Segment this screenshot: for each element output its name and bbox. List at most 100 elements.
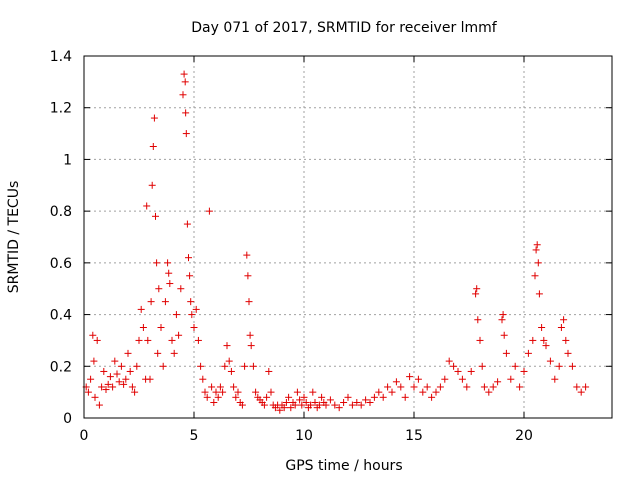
data-point <box>216 383 224 391</box>
data-point <box>335 404 343 412</box>
data-point <box>230 383 238 391</box>
data-point <box>238 401 246 409</box>
data-point <box>157 324 165 331</box>
data-point <box>144 336 152 344</box>
data-point <box>291 401 299 409</box>
data-point <box>177 285 185 293</box>
data-point <box>502 349 510 357</box>
data-point <box>582 383 590 391</box>
data-point <box>245 298 253 306</box>
y-axis-label: SRMTID / TECUs <box>6 181 22 294</box>
data-point <box>474 316 482 324</box>
data-point <box>353 398 361 406</box>
data-point <box>182 109 190 117</box>
data-point <box>392 378 400 386</box>
data-point <box>147 298 155 306</box>
data-point <box>212 388 220 396</box>
data-point <box>568 362 576 370</box>
data-point <box>221 362 229 370</box>
data-point <box>149 143 157 150</box>
data-point <box>179 91 187 99</box>
data-point <box>104 380 112 388</box>
data-point <box>161 298 169 306</box>
data-point <box>406 373 414 381</box>
data-point <box>423 383 431 391</box>
data-point <box>150 114 158 122</box>
data-point <box>538 324 546 331</box>
data-point <box>562 336 570 344</box>
data-point <box>573 383 581 391</box>
data-point <box>551 375 559 383</box>
data-point <box>84 388 92 396</box>
data-point <box>203 393 211 401</box>
data-point <box>302 398 310 406</box>
x-tick-label: 20 <box>515 428 533 444</box>
data-point <box>192 305 200 313</box>
data-point <box>159 362 167 370</box>
data-point <box>560 316 568 324</box>
data-point <box>322 401 330 409</box>
data-point <box>175 331 183 339</box>
data-point <box>531 272 539 280</box>
data-point <box>182 130 190 138</box>
data-point <box>155 285 163 293</box>
y-tick-label: 0 <box>63 411 72 427</box>
data-point <box>467 367 475 375</box>
data-point <box>267 388 275 396</box>
data-point <box>529 336 537 344</box>
y-tick-label: 1.4 <box>50 49 72 65</box>
data-point <box>115 378 123 386</box>
data-point <box>152 212 159 220</box>
data-point <box>219 388 227 396</box>
data-point <box>450 362 458 370</box>
data-point <box>146 375 154 383</box>
data-point <box>128 383 136 391</box>
y-tick-label: 1.2 <box>50 101 72 117</box>
data-point <box>362 396 370 404</box>
data-point <box>285 393 293 401</box>
data-point <box>135 336 143 344</box>
data-point <box>133 362 141 370</box>
data-point <box>388 388 396 396</box>
x-tick-label: 0 <box>80 428 89 444</box>
data-point <box>555 362 563 370</box>
data-point <box>307 401 315 409</box>
chart-title: Day 071 of 2017, SRMTID for receiver lmm… <box>191 20 498 36</box>
x-axis-label: GPS time / hours <box>285 458 402 474</box>
data-point <box>87 375 95 383</box>
data-point <box>287 404 295 412</box>
data-point <box>542 342 550 350</box>
data-point <box>100 367 108 375</box>
data-point <box>293 388 301 396</box>
data-point <box>124 349 132 357</box>
data-point <box>432 388 440 396</box>
data-point <box>166 280 174 288</box>
data-point <box>564 349 572 357</box>
data-point <box>126 367 134 375</box>
data-point <box>185 254 192 262</box>
data-point <box>494 378 502 386</box>
data-point <box>225 357 233 365</box>
data-point <box>172 311 180 319</box>
data-point <box>153 259 161 267</box>
data-point <box>188 311 196 319</box>
data-point <box>500 331 508 339</box>
data-point <box>164 259 172 267</box>
data-point <box>454 367 462 375</box>
data-point <box>473 285 481 293</box>
data-point <box>428 393 436 401</box>
data-point <box>344 393 352 401</box>
data-point <box>370 393 378 401</box>
data-point <box>318 393 326 401</box>
data-point <box>436 383 444 391</box>
data-point <box>201 388 209 396</box>
data-point <box>181 78 189 86</box>
data-point <box>414 375 422 383</box>
data-point <box>109 383 117 391</box>
data-point <box>214 393 222 401</box>
data-point <box>516 383 524 391</box>
data-point <box>315 401 323 409</box>
data-point <box>137 305 145 313</box>
data-point <box>120 380 128 388</box>
data-point <box>210 398 218 406</box>
